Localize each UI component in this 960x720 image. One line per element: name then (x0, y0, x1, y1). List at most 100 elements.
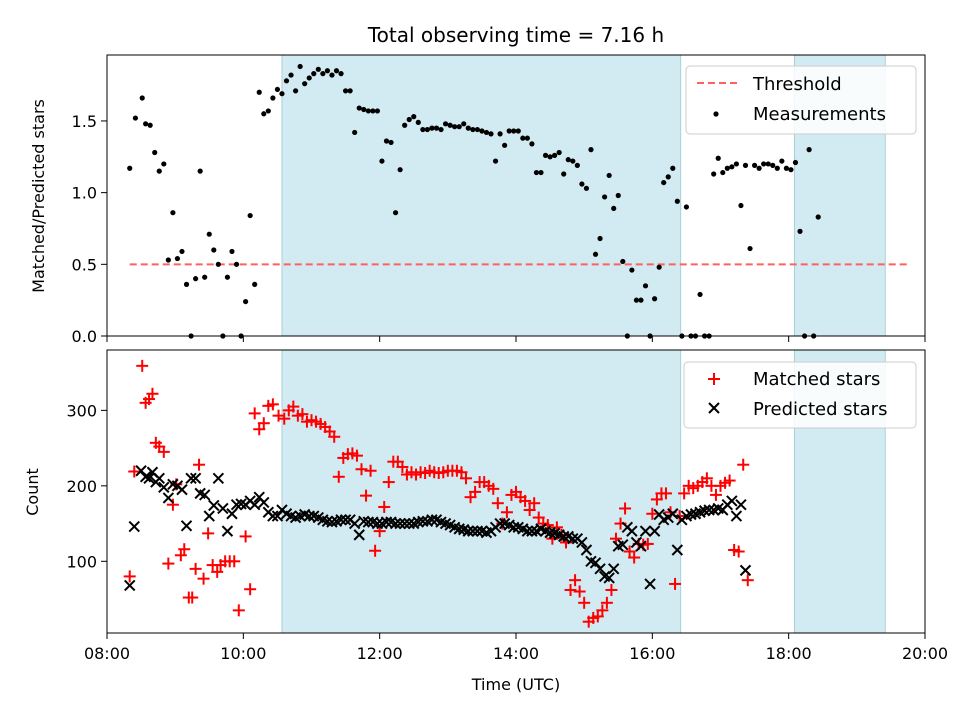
measurement-point (770, 162, 776, 168)
predicted-stars-points (124, 465, 752, 592)
matched-star-point (623, 545, 636, 558)
predicted-star-point (648, 525, 661, 537)
measurement-point (765, 161, 771, 167)
predicted-star-point (258, 496, 270, 509)
measurement-point (392, 210, 399, 216)
matched-star-point (487, 482, 500, 495)
predicted-star-point (158, 481, 170, 494)
predicted-star-point (403, 517, 415, 530)
measurement-point (132, 115, 139, 121)
top-y-ticks: 0.0 0.5 1.0 1.5 (72, 112, 107, 346)
measurement-point (197, 168, 203, 174)
measurement-point (751, 162, 758, 168)
measurement-point (388, 139, 394, 146)
matched-star-point (528, 497, 541, 510)
measurement-point (183, 281, 190, 287)
predicted-star-point (617, 538, 629, 551)
measurement-point (497, 131, 503, 137)
measurement-point (638, 297, 644, 303)
matched-star-point (628, 551, 641, 564)
predicted-star-point (339, 514, 352, 526)
matched-star-point (178, 543, 191, 556)
measurement-point (139, 95, 145, 101)
measurement-point (233, 261, 240, 267)
measurement-point (788, 167, 794, 173)
measurement-point (302, 81, 308, 87)
matched-star-point (166, 498, 179, 511)
top-y-tick-label: 0.5 (72, 255, 97, 274)
matched-star-point (491, 497, 504, 510)
predicted-star-point (189, 472, 202, 485)
measurement-point (488, 131, 494, 137)
measurement-point (288, 72, 294, 78)
measurement-point (152, 149, 158, 156)
predicted-star-point (353, 529, 365, 541)
matched-star-point (646, 507, 659, 520)
predicted-star-point (521, 525, 534, 537)
matched-star-point (364, 464, 377, 477)
matched-star-point (700, 472, 713, 485)
measurement-point (792, 159, 799, 166)
measurement-point (247, 212, 253, 219)
matched-star-point (723, 474, 736, 487)
measurement-point (370, 108, 376, 114)
measurement-point (256, 89, 262, 95)
measurement-point (306, 75, 312, 81)
matched-star-point (350, 449, 363, 462)
measurement-point (174, 255, 181, 262)
measurement-point (374, 108, 380, 114)
matched-star-point (355, 463, 368, 476)
bottom-x-tick-label: 12:00 (357, 644, 403, 663)
predicted-star-point (735, 498, 747, 511)
measurement-point (597, 235, 603, 242)
measurement-point (456, 124, 462, 130)
top-legend-box (685, 65, 917, 135)
measurement-point (127, 165, 133, 171)
predicted-star-point (394, 517, 406, 530)
bottom-y-tick-label: 300 (66, 401, 97, 420)
matched-star-point (605, 583, 618, 596)
measurement-point (620, 258, 626, 265)
measurement-point (406, 116, 412, 123)
measurement-point (352, 129, 358, 136)
matched-star-point (287, 400, 300, 413)
measurement-point (415, 119, 421, 125)
matched-star-point (328, 430, 341, 443)
predicted-star-point (371, 517, 384, 530)
measurement-point (697, 291, 703, 298)
matched-star-point (591, 610, 604, 623)
predicted-star-point (589, 557, 602, 569)
predicted-star-point (667, 508, 679, 520)
legend-predicted-label: Predicted stars (753, 399, 887, 420)
measurement-point (224, 274, 231, 280)
matched-star-point (239, 530, 252, 543)
predicted-star-point (508, 521, 520, 534)
bottom-y-tick-label: 100 (66, 552, 97, 571)
matched-star-point (157, 445, 170, 458)
predicted-star-point (208, 499, 220, 512)
predicted-star-point (185, 472, 197, 485)
measurement-point (602, 194, 608, 200)
measurement-point (179, 248, 185, 255)
measurement-point (570, 158, 576, 164)
measurement-point (733, 161, 740, 167)
measurement-point (297, 63, 303, 70)
measurement-point (483, 129, 490, 136)
matched-star-point (193, 458, 206, 471)
predicted-star-point (558, 530, 570, 543)
measurement-point (433, 125, 440, 131)
legend-measurements-swatch (713, 111, 719, 117)
matched-star-point (619, 502, 632, 515)
predicted-star-point (380, 516, 393, 528)
measurement-point (633, 297, 640, 303)
predicted-star-point (580, 544, 593, 556)
measurement-point (720, 169, 726, 176)
measurement-point (683, 204, 690, 210)
predicted-star-point (626, 525, 638, 537)
matched-star-point (211, 565, 224, 578)
matched-star-point (266, 398, 279, 411)
predicted-star-point (703, 504, 715, 516)
measurement-point (756, 165, 762, 171)
legend-threshold-label: Threshold (752, 74, 842, 95)
matched-star-point (737, 458, 750, 471)
